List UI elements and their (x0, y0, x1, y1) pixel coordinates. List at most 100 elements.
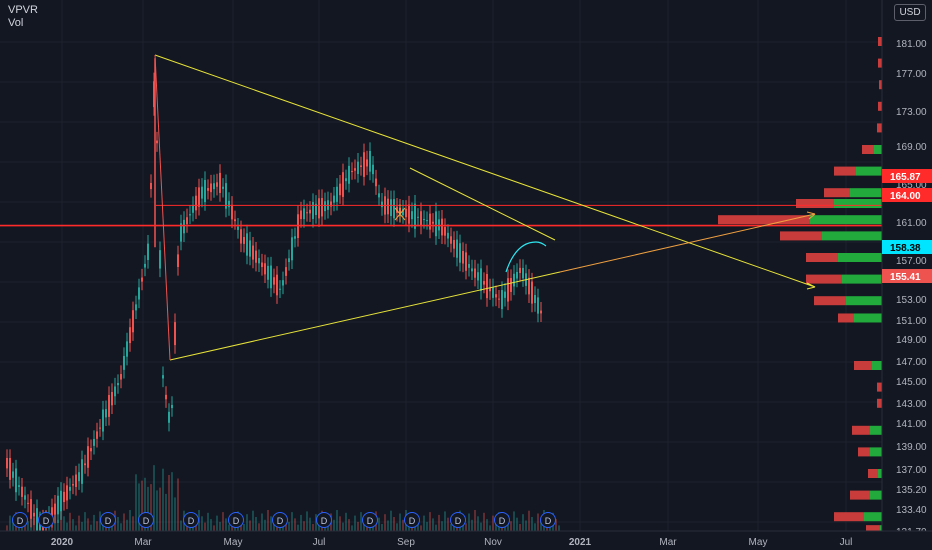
candle-body-166 (504, 291, 506, 298)
candle-body-105 (321, 198, 323, 217)
candle-body-129 (393, 199, 395, 219)
vol-bar-20 (66, 522, 68, 531)
vol-bar-112 (342, 522, 344, 531)
vol-bar-55 (171, 472, 173, 531)
dividend-marker[interactable]: D (12, 512, 28, 528)
candle-body-134 (408, 204, 410, 224)
dividend-marker[interactable]: D (100, 512, 116, 528)
vol-bar-126 (384, 514, 386, 531)
vol-bar-143 (435, 524, 437, 531)
candle-body-58 (180, 223, 182, 242)
candle-body-18 (60, 490, 62, 512)
price-label-bg-3 (882, 269, 932, 283)
vp-down-17 (877, 398, 881, 408)
grid-lines (0, 0, 882, 531)
candle-body-159 (483, 281, 485, 285)
candle-body-50 (156, 140, 158, 144)
dividend-marker[interactable]: D (362, 512, 378, 528)
vol-bar-68 (210, 519, 212, 531)
vol-bar-17 (57, 519, 59, 531)
dividend-marker[interactable]: D (494, 512, 510, 528)
dividend-marker[interactable]: D (138, 512, 154, 528)
candle-body-7 (27, 502, 29, 504)
candle-body-76 (234, 219, 236, 222)
y-tick-17: 133.40 (896, 505, 927, 516)
vol-bar-170 (516, 517, 518, 531)
vol-bar-147 (447, 517, 449, 531)
vol-bar-94 (288, 521, 290, 531)
candle-body-95 (291, 237, 293, 261)
vp-down-21 (850, 490, 870, 500)
vp-up-6 (856, 166, 882, 176)
candle-body-135 (411, 211, 413, 220)
candle-body-160 (486, 274, 488, 299)
vol-bar-5 (21, 524, 23, 531)
candle-body-26 (84, 463, 86, 466)
candle-body-111 (339, 183, 341, 196)
vol-bar-0 (6, 525, 8, 531)
candle-body-133 (405, 208, 407, 218)
dividend-marker[interactable]: D (228, 512, 244, 528)
candle-body-154 (468, 264, 470, 268)
indicator-vpvr[interactable]: VPVR (8, 4, 38, 16)
dividend-marker[interactable]: D (450, 512, 466, 528)
candle-body-67 (207, 188, 209, 191)
candle-body-113 (345, 178, 347, 182)
dividend-marker[interactable]: D (316, 512, 332, 528)
vp-down-18 (852, 425, 870, 435)
vol-bar-154 (468, 513, 470, 531)
vp-down-13 (814, 296, 846, 306)
dividend-marker[interactable]: D (540, 512, 556, 528)
vol-bar-83 (255, 517, 257, 531)
vol-bar-29 (93, 514, 95, 531)
y-tick-3: 169.00 (896, 142, 927, 153)
candle-body-92 (282, 280, 284, 286)
candle-body-46 (144, 263, 146, 268)
dividend-marker[interactable]: D (272, 512, 288, 528)
vol-bar-158 (480, 522, 482, 531)
dividend-marker[interactable]: D (38, 512, 54, 528)
candle-body-93 (285, 267, 287, 276)
candle-body-150 (456, 239, 458, 258)
x-tick-0: 2020 (51, 537, 74, 548)
dividend-marker[interactable]: D (404, 512, 420, 528)
candle-body-96 (294, 236, 296, 239)
vp-up-23 (880, 525, 882, 535)
vol-bar-18 (60, 510, 62, 531)
candle-body-61 (189, 214, 191, 216)
candle-body-145 (441, 218, 443, 236)
currency-button[interactable]: USD (894, 4, 926, 21)
candle-body-89 (273, 277, 275, 285)
candle-body-127 (387, 198, 389, 215)
vol-bar-30 (96, 521, 98, 531)
candle-body-102 (312, 202, 314, 219)
indicator-vol[interactable]: Vol (8, 17, 24, 29)
candle-body-85 (261, 262, 263, 267)
candle-body-63 (195, 195, 197, 211)
vp-down-19 (858, 447, 870, 457)
vol-bar-118 (360, 512, 362, 531)
candle-body-149 (453, 240, 455, 249)
vol-bar-115 (351, 525, 353, 531)
vol-bar-92 (282, 525, 284, 531)
y-tick-6: 157.00 (896, 256, 927, 267)
vol-bar-173 (525, 520, 527, 531)
candle-body-84 (258, 258, 260, 264)
candle-body-120 (366, 159, 368, 167)
candle-body-41 (129, 327, 131, 344)
vp-up-13 (846, 296, 882, 306)
vol-bar-98 (300, 514, 302, 531)
candle-body-86 (264, 263, 266, 275)
vol-bar-67 (207, 512, 209, 531)
dividend-marker[interactable]: D (183, 512, 199, 528)
candle-body-148 (450, 236, 452, 244)
vol-bar-107 (327, 523, 329, 531)
candle-body-23 (75, 474, 77, 487)
vol-bar-155 (471, 519, 473, 531)
vol-bar-45 (141, 480, 143, 531)
candle-body-49 (153, 81, 155, 108)
vol-bar-100 (306, 511, 308, 531)
candle-body-32 (102, 409, 104, 432)
candle-body-64 (198, 187, 200, 207)
